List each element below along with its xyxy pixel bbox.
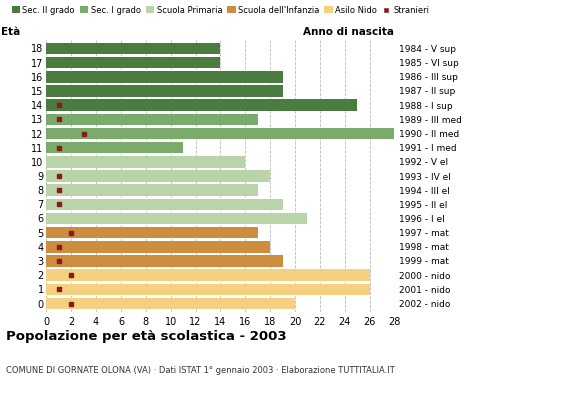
Bar — [46, 85, 282, 97]
Text: COMUNE DI GORNATE OLONA (VA) · Dati ISTAT 1° gennaio 2003 · Elaborazione TUTTITA: COMUNE DI GORNATE OLONA (VA) · Dati ISTA… — [6, 366, 394, 375]
Bar — [46, 298, 295, 309]
Bar — [46, 213, 307, 224]
Bar — [46, 255, 282, 267]
Bar — [46, 170, 270, 182]
Bar — [46, 269, 369, 281]
Text: Anno di nascita: Anno di nascita — [303, 27, 394, 37]
Text: Età: Età — [1, 27, 20, 37]
Bar — [46, 227, 258, 238]
Bar — [46, 284, 369, 295]
Bar — [46, 128, 394, 139]
Bar — [46, 198, 282, 210]
Text: Popolazione per età scolastica - 2003: Popolazione per età scolastica - 2003 — [6, 330, 287, 343]
Legend: Sec. II grado, Sec. I grado, Scuola Primaria, Scuola dell'Infanzia, Asilo Nido, : Sec. II grado, Sec. I grado, Scuola Prim… — [10, 4, 431, 16]
Bar — [46, 241, 270, 253]
Bar — [46, 156, 245, 168]
Bar — [46, 99, 357, 111]
Bar — [46, 43, 220, 54]
Bar — [46, 114, 258, 125]
Bar — [46, 57, 220, 68]
Bar — [46, 184, 258, 196]
Bar — [46, 71, 282, 83]
Bar — [46, 142, 183, 154]
